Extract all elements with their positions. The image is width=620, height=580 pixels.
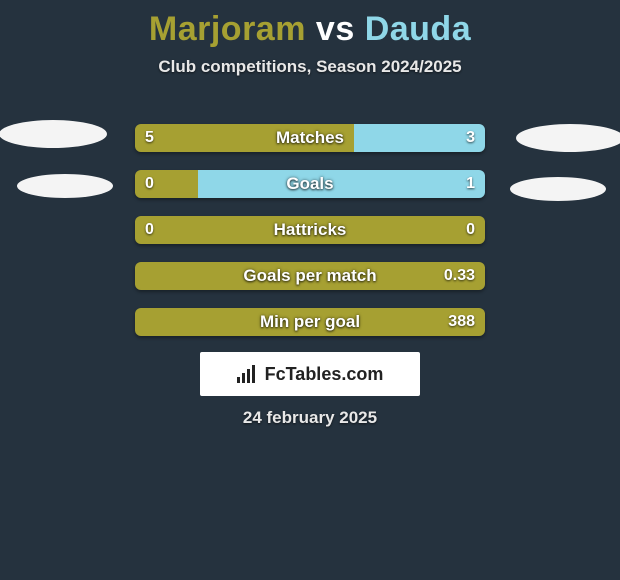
brand-text: FcTables.com [265, 364, 384, 385]
stat-label: Min per goal [135, 308, 485, 336]
stat-row-matches: 5 3 Matches [135, 124, 485, 152]
subtitle: Club competitions, Season 2024/2025 [0, 57, 620, 77]
player2-name: Dauda [365, 10, 471, 48]
avatar-left [0, 120, 110, 200]
stat-row-min-per-goal: 388 Min per goal [135, 308, 485, 336]
bar-chart-icon [237, 365, 259, 383]
avatar-ellipse [17, 174, 113, 198]
avatar-right [510, 122, 620, 202]
brand-badge[interactable]: FcTables.com [200, 352, 420, 396]
stats-chart: 5 3 Matches 0 1 Goals 0 0 Hattricks 0.33… [135, 124, 485, 354]
avatar-ellipse [516, 124, 620, 152]
stat-label: Matches [135, 124, 485, 152]
player1-name: Marjoram [149, 10, 306, 48]
stat-row-goals: 0 1 Goals [135, 170, 485, 198]
stat-row-goals-per-match: 0.33 Goals per match [135, 262, 485, 290]
vs-text: vs [316, 10, 355, 48]
avatar-ellipse [510, 177, 606, 201]
stat-label: Goals [135, 170, 485, 198]
date-text: 24 february 2025 [0, 408, 620, 428]
page-title: Marjoram vs Dauda [0, 0, 620, 49]
stat-label: Hattricks [135, 216, 485, 244]
avatar-ellipse [0, 120, 107, 148]
stat-label: Goals per match [135, 262, 485, 290]
stat-row-hattricks: 0 0 Hattricks [135, 216, 485, 244]
